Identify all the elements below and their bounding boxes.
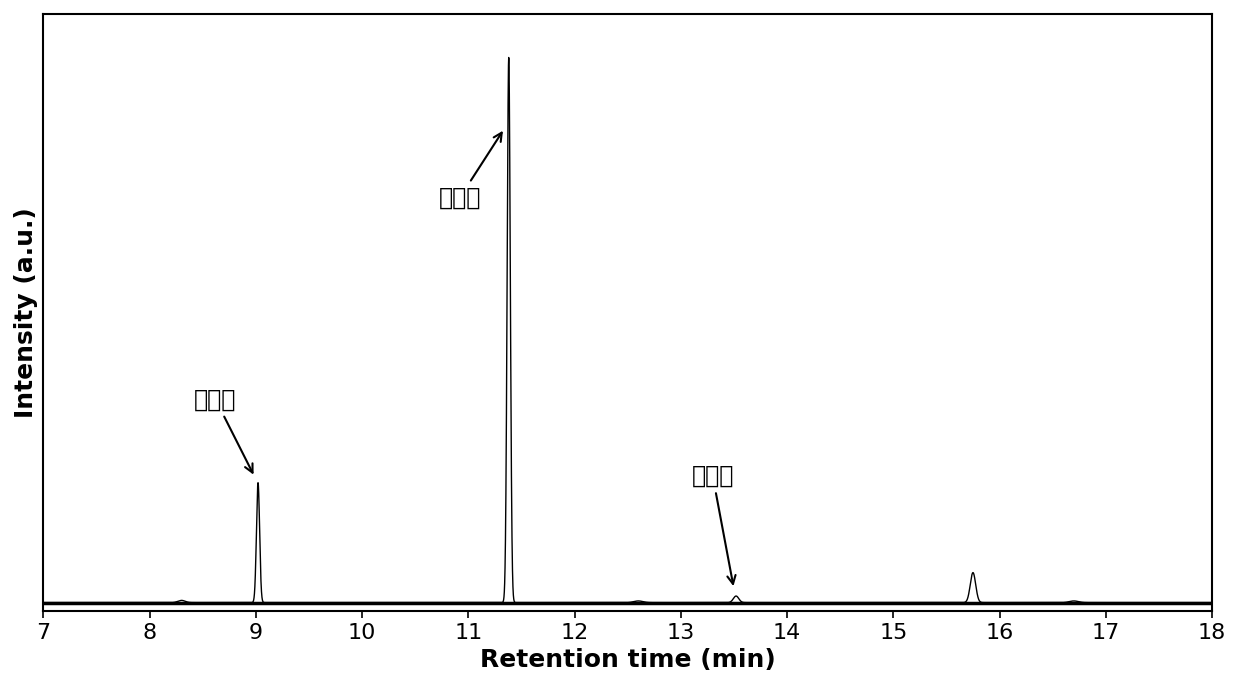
Y-axis label: Intensity (a.u.): Intensity (a.u.): [14, 207, 38, 418]
X-axis label: Retention time (min): Retention time (min): [480, 648, 775, 672]
Text: 十五烷: 十五烷: [195, 388, 253, 473]
Text: 十七烷: 十七烷: [439, 132, 502, 210]
Text: 十九烷: 十九烷: [692, 464, 735, 584]
